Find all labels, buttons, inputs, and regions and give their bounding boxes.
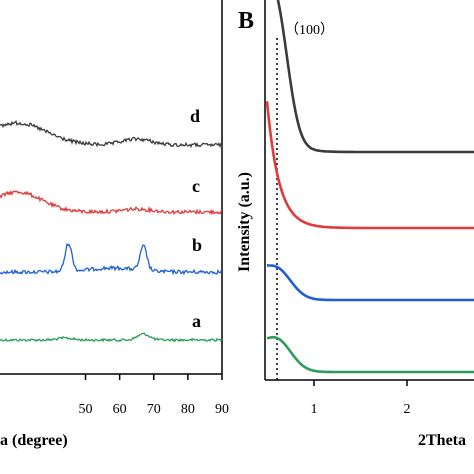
panel-b-curves	[265, 0, 474, 374]
panel-a-x-tick-label: 60	[113, 402, 127, 417]
panel-b-y-axis-label: Intensity (a.u.)	[236, 172, 253, 272]
curve-label-c: c	[192, 176, 200, 196]
panel-a-curve-b	[0, 242, 223, 276]
panel-label-b: B	[238, 8, 254, 34]
panel-b-curve-c	[265, 101, 474, 230]
curve-label-d: d	[190, 106, 200, 126]
panel-a-x-tick-label: 50	[79, 402, 93, 417]
panel-a-curves	[0, 120, 223, 343]
panel-a-x-tick-label: 90	[215, 402, 229, 417]
peak-label: （100）	[285, 22, 334, 38]
panel-b-x-axis-label: 2Theta	[418, 432, 466, 449]
panel-b-x-tick-label: 1	[311, 402, 318, 417]
curve-label-a: a	[192, 311, 201, 331]
panel-a-x-axis-label: a (degree)	[0, 432, 68, 449]
panel-b-curve-b	[267, 264, 474, 302]
panel-a-x-tick-label: 80	[181, 402, 195, 417]
panel-b-x-tick-label: 2	[404, 402, 411, 417]
curve-label-b: b	[192, 235, 202, 255]
panel-b-curve-d	[276, 0, 474, 154]
panel-b-curve-a	[266, 335, 474, 374]
panel-a-curve-c	[0, 189, 223, 216]
panel-a-x-ticks: 50 60 70 80 90	[79, 374, 229, 417]
panel-a-curve-d	[0, 120, 223, 149]
panel-a-x-tick-label: 70	[147, 402, 161, 417]
panel-a-curve-a	[0, 332, 223, 343]
panel-a: 50 60 70 80 90 d c b a a (degree)	[0, 0, 229, 449]
